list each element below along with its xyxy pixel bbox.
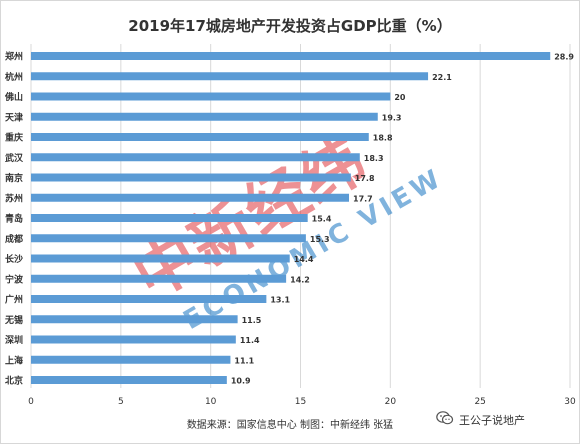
bar	[31, 112, 378, 121]
category-label: 无锡	[4, 314, 23, 326]
category-label: 重庆	[5, 132, 23, 144]
category-label: 苏州	[5, 192, 23, 204]
x-tick-label: 15	[295, 397, 306, 407]
x-tick-label: 5	[118, 397, 124, 407]
bar	[31, 335, 236, 344]
category-label: 佛山	[4, 91, 23, 103]
value-label: 11.5	[242, 316, 262, 325]
category-label: 武汉	[5, 152, 24, 164]
category-label: 杭州	[5, 71, 23, 83]
bar	[31, 214, 308, 222]
bar	[31, 92, 391, 101]
source-note: 数据来源：国家信息中心 制图：中新经纬 张猛	[186, 420, 394, 431]
x-tick-label: 0	[28, 397, 34, 407]
value-label: 18.8	[373, 134, 393, 143]
x-tick-labels: 0 5 10 15 20 25 30	[28, 397, 576, 407]
bar	[31, 193, 350, 202]
value-label: 22.1	[432, 73, 452, 82]
category-label: 上海	[5, 354, 23, 366]
value-label: 17.8	[355, 174, 375, 183]
bar	[31, 52, 551, 60]
category-label: 南京	[5, 172, 23, 184]
category-label: 成都	[5, 233, 23, 245]
x-tick-label: 25	[474, 397, 485, 407]
value-label: 20	[394, 93, 406, 102]
wechat-icon	[436, 410, 454, 430]
brand-label: 王公子说地产	[459, 414, 525, 427]
category-label: 广州	[5, 294, 23, 306]
x-tick-label: 10	[205, 397, 217, 407]
value-label: 14.4	[294, 255, 314, 264]
bar	[31, 274, 287, 283]
value-label: 18.3	[364, 154, 384, 163]
value-label: 13.1	[270, 296, 290, 305]
category-label: 长沙	[5, 253, 23, 265]
bar	[31, 254, 290, 263]
bar	[31, 72, 429, 81]
x-tick-label: 30	[564, 397, 576, 407]
category-label: 北京	[5, 375, 23, 387]
value-label: 11.4	[240, 336, 260, 345]
category-label: 郑州	[5, 51, 23, 63]
category-label: 天津	[5, 111, 23, 123]
bar	[31, 376, 227, 384]
value-label: 15.3	[310, 235, 330, 244]
value-label: 11.1	[234, 356, 254, 365]
category-label: 宁波	[5, 273, 24, 285]
brand-badge: 王公子说地产	[436, 410, 525, 430]
bar	[31, 295, 267, 303]
category-label: 青岛	[5, 213, 23, 225]
category-label: 深圳	[5, 334, 23, 346]
value-labels: 28.9 22.1 20 19.3 18.8 18.3 17.8 17.7 15.4 15.3 14…	[231, 53, 575, 386]
value-label: 10.9	[231, 377, 251, 386]
value-label: 19.3	[382, 113, 402, 122]
bar	[31, 173, 351, 182]
bar	[31, 355, 231, 364]
chart-title: 2019年17城房地产开发投资占GDP比重（%）	[128, 17, 452, 35]
x-tick-label: 20	[385, 397, 397, 407]
value-label: 14.2	[290, 275, 310, 284]
value-label: 15.4	[312, 215, 332, 224]
value-label: 28.9	[554, 53, 574, 62]
bar	[31, 133, 369, 141]
value-label: 17.7	[353, 194, 373, 203]
bar	[31, 315, 238, 324]
bars	[31, 52, 551, 384]
bar	[31, 153, 360, 162]
bar	[31, 234, 306, 243]
